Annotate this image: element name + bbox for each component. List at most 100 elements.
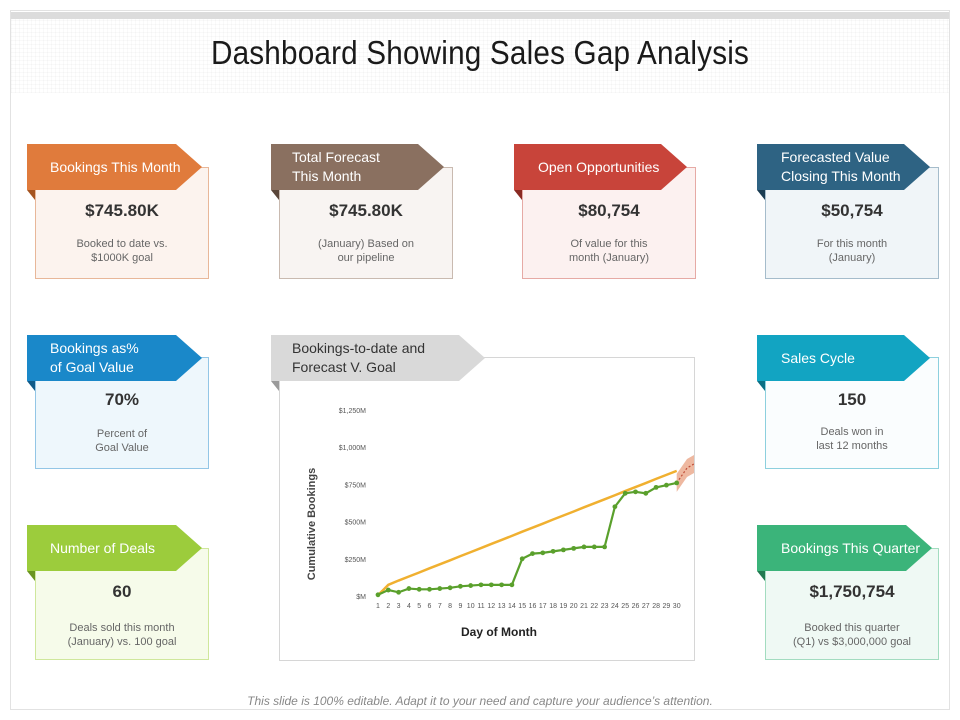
card-description: Deals sold this month (January) vs. 100 …	[67, 622, 177, 648]
card-label: Bookings This Quarter	[781, 539, 921, 556]
title-background	[11, 19, 949, 93]
x-tick-label: 8	[448, 603, 452, 610]
bookings-point	[561, 547, 566, 553]
ribbon-forecasted-value-closing: Forecasted Value Closing This Month	[757, 144, 930, 190]
top-bar	[11, 12, 949, 19]
y-axis-label: Cumulative Bookings	[306, 468, 318, 580]
card-label: Sales Cycle	[781, 349, 855, 366]
bookings-point	[550, 548, 556, 554]
x-tick-label: 3	[397, 603, 401, 610]
x-tick-label: 24	[611, 603, 619, 610]
card-description: Of value for this month (January)	[568, 238, 650, 264]
bookings-point	[530, 551, 535, 556]
bookings-point	[488, 582, 494, 588]
x-tick-label: 14	[508, 603, 516, 610]
bookings-point	[633, 489, 638, 495]
x-tick-label: 27	[642, 603, 650, 610]
bookings-point	[427, 586, 432, 592]
card-description: For this month (January)	[816, 238, 888, 264]
bookings-point	[509, 582, 515, 588]
card-label: Open Opportunities	[538, 158, 660, 175]
card-value: $80,754	[578, 201, 640, 220]
bookings-point	[653, 484, 659, 490]
x-tick-label: 25	[621, 603, 629, 610]
y-tick-label: $500M	[345, 520, 367, 527]
bookings-point	[602, 544, 607, 550]
bookings-series-line	[377, 481, 677, 596]
bookings-point	[416, 586, 422, 592]
card-description: Percent of Goal Value	[95, 428, 149, 454]
ribbon-fold	[27, 190, 35, 200]
bookings-point	[447, 585, 453, 591]
card-value: $50,754	[821, 201, 883, 220]
bookings-point	[468, 583, 474, 588]
x-axis-label: Day of Month	[461, 625, 537, 639]
ribbon-fold	[757, 571, 765, 581]
y-tick-label: $750M	[345, 482, 367, 489]
y-tick-label: $250M	[345, 557, 367, 564]
ribbon-sales-cycle: Sales Cycle	[757, 335, 930, 381]
bookings-point	[458, 583, 463, 589]
ribbon-number-of-deals: Number of Deals	[27, 525, 202, 571]
x-tick-label: 30	[673, 603, 681, 610]
bookings-point	[478, 582, 484, 588]
x-tick-label: 15	[518, 603, 526, 610]
card-label: Bookings as% of Goal Value	[50, 340, 139, 375]
chart-panel-label: Bookings-to-date and Forecast V. Goal	[292, 340, 426, 375]
footer-note: This slide is 100% editable. Adapt it to…	[247, 694, 713, 708]
bookings-point	[519, 556, 525, 562]
slide-frame	[10, 10, 950, 710]
x-tick-label: 21	[580, 603, 588, 610]
x-tick-label: 23	[601, 603, 609, 610]
ribbon-chart-title: Bookings-to-date and Forecast V. Goal	[271, 335, 485, 381]
x-tick-label: 13	[498, 603, 506, 610]
bookings-point	[643, 490, 649, 496]
x-tick-label: 20	[570, 603, 578, 610]
x-tick-label: 22	[590, 603, 598, 610]
x-tick-label: 9	[458, 603, 462, 610]
bookings-point	[571, 545, 577, 551]
card-value: $745.80K	[329, 201, 403, 220]
bookings-point	[385, 587, 391, 593]
bookings-point	[540, 550, 546, 556]
ribbon-fold	[27, 571, 35, 581]
bookings-point	[664, 482, 669, 488]
x-tick-label: 2	[386, 603, 390, 610]
bookings-point	[375, 592, 381, 598]
x-tick-label: 7	[438, 603, 442, 610]
card-label: Forecasted Value Closing This Month	[781, 149, 901, 184]
card-description: Booked to date vs. $1000K goal	[76, 238, 168, 264]
x-tick-label: 28	[652, 603, 660, 610]
card-description: (January) Based on our pipeline	[318, 238, 414, 264]
card-value: 60	[112, 582, 132, 601]
bookings-point	[622, 490, 628, 496]
card-value: $745.80K	[85, 201, 159, 220]
x-tick-label: 12	[487, 603, 495, 610]
ribbon-fold	[757, 190, 765, 200]
ribbon-open-opportunities: Open Opportunities	[514, 144, 687, 190]
card-label: Number of Deals	[50, 539, 156, 556]
x-tick-label: 6	[428, 603, 432, 610]
x-tick-label: 19	[560, 603, 568, 610]
x-tick-label: 29	[663, 603, 671, 610]
x-tick-label: 11	[477, 603, 484, 610]
bookings-point	[437, 586, 443, 591]
ribbon-fold	[271, 190, 279, 200]
ribbon-fold	[271, 381, 279, 391]
ribbon-fold	[27, 381, 35, 391]
ribbon-bookings-this-month: Bookings This Month	[27, 144, 202, 190]
goal-series-line	[377, 469, 678, 597]
x-tick-label: 18	[549, 603, 557, 610]
bookings-point	[581, 544, 587, 550]
x-tick-label: 17	[539, 603, 547, 610]
bookings-point	[674, 480, 680, 486]
page-title: Dashboard Showing Sales Gap Analysis	[210, 34, 750, 71]
card-value: 70%	[104, 390, 140, 409]
card-label: Bookings This Month	[50, 158, 181, 175]
bookings-point	[406, 586, 412, 591]
bookings-point	[396, 589, 401, 595]
ribbon-bookings-this-quarter: Bookings This Quarter	[757, 525, 932, 571]
card-description: Deals won in last 12 months	[816, 426, 888, 452]
